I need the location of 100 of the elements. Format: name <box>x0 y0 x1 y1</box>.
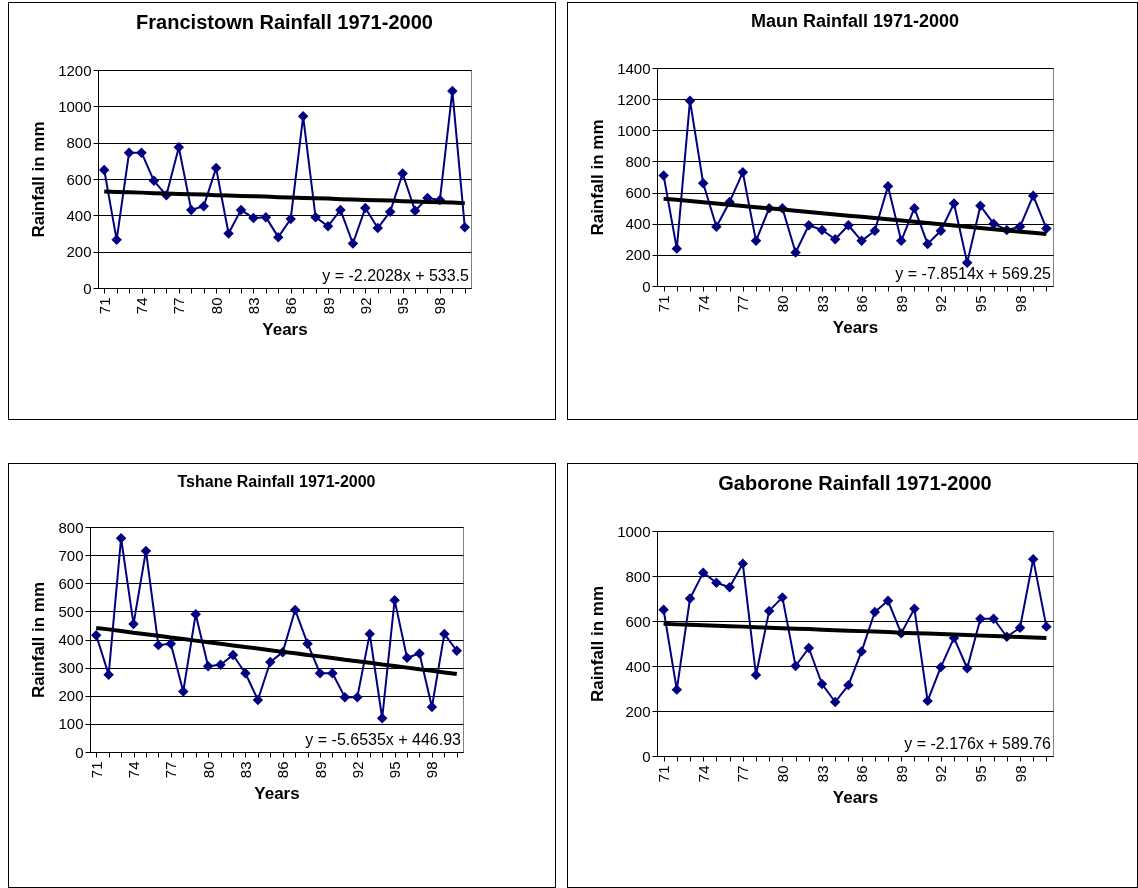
point <box>459 221 471 233</box>
point <box>447 85 458 97</box>
point <box>882 181 894 192</box>
chart-title: Gaborone Rainfall 1971-2000 <box>718 472 992 494</box>
x-tick-label: 83 <box>236 761 254 779</box>
point <box>198 201 209 212</box>
point <box>816 678 828 690</box>
point <box>684 95 696 106</box>
point <box>671 243 683 254</box>
y-tick-label: 800 <box>66 134 92 152</box>
x-tick-label: 71 <box>95 297 113 315</box>
y-tick-label: 1000 <box>617 121 651 139</box>
point <box>711 221 722 233</box>
point <box>265 656 276 668</box>
point <box>98 164 110 176</box>
point <box>975 613 986 624</box>
point <box>289 604 301 616</box>
x-tick-label: 83 <box>813 295 831 313</box>
point <box>173 141 185 153</box>
point <box>988 613 999 624</box>
point <box>148 175 160 187</box>
point <box>297 111 309 122</box>
point <box>190 608 201 620</box>
point <box>724 582 735 593</box>
point <box>737 558 749 569</box>
point <box>235 204 247 216</box>
x-tick-label: 95 <box>394 297 412 315</box>
y-tick-label: 600 <box>66 170 92 188</box>
point <box>273 231 284 243</box>
y-tick-label: 700 <box>58 546 84 564</box>
line-series <box>102 189 467 206</box>
x-tick-label: 86 <box>853 295 871 313</box>
x-tick-label: 86 <box>853 765 871 783</box>
y-tick-label: 400 <box>625 215 651 233</box>
point <box>322 220 334 232</box>
point <box>961 257 973 268</box>
x-tick-label: 77 <box>734 295 752 313</box>
point <box>347 238 359 249</box>
point <box>843 220 854 231</box>
point <box>711 577 722 588</box>
point <box>240 668 251 679</box>
point <box>869 606 881 618</box>
point <box>790 247 801 258</box>
annotation: y = -2.176x + 589.76 <box>904 735 1052 752</box>
point <box>260 211 272 223</box>
annotation: y = -5.6535x + 446.93 <box>305 731 462 748</box>
y-tick-label: 0 <box>75 743 84 761</box>
x-tick-label: 95 <box>971 765 989 783</box>
point <box>684 593 696 604</box>
point <box>384 206 396 217</box>
point <box>248 212 259 224</box>
point <box>737 167 749 178</box>
point <box>909 603 920 614</box>
point <box>360 202 371 214</box>
point <box>975 200 986 212</box>
point <box>215 659 226 671</box>
point <box>165 638 177 649</box>
y-tick-label: 400 <box>58 631 84 648</box>
point <box>376 713 388 724</box>
point <box>310 211 321 223</box>
point <box>1041 621 1052 632</box>
point <box>658 170 669 181</box>
point <box>803 220 815 231</box>
x-tick-label: 83 <box>813 765 831 783</box>
annotation: y = -7.8514x + 569.25 <box>895 265 1052 282</box>
point <box>922 695 933 707</box>
y-tick-label: 200 <box>625 246 651 264</box>
point <box>186 204 197 216</box>
x-tick-label: 77 <box>162 761 180 779</box>
point <box>339 691 351 703</box>
x-tick-label: 71 <box>87 761 105 779</box>
y-tick-label: 600 <box>58 574 84 592</box>
x-tick-label: 92 <box>356 297 374 315</box>
y-tick-label: 600 <box>625 184 651 202</box>
point <box>843 679 854 691</box>
y-tick-label: 400 <box>66 206 92 224</box>
point <box>352 691 363 703</box>
point <box>1014 622 1026 633</box>
y-tick-label: 500 <box>58 602 84 620</box>
point <box>922 238 933 250</box>
point <box>401 652 413 664</box>
x-tick-label: 80 <box>773 295 791 313</box>
y-axis-title: Rainfall in mm <box>588 585 608 703</box>
point <box>1027 190 1039 201</box>
point <box>302 638 313 649</box>
point <box>935 225 947 236</box>
y-tick-label: 400 <box>625 657 651 675</box>
chart-title: Maun Rainfall 1971-2000 <box>750 11 960 31</box>
x-tick-label: 74 <box>694 765 712 783</box>
y-tick-label: 1200 <box>617 90 651 108</box>
y-tick-label: 200 <box>625 702 651 720</box>
y-axis-title: Rainfall in mm <box>29 581 49 699</box>
point <box>178 686 189 697</box>
x-tick-label: 86 <box>282 297 300 315</box>
point <box>697 177 709 189</box>
y-tick-label: 100 <box>58 715 84 733</box>
point <box>90 630 102 641</box>
x-tick-label: 89 <box>311 761 329 779</box>
y-tick-label: 0 <box>642 747 651 765</box>
point <box>227 649 239 661</box>
